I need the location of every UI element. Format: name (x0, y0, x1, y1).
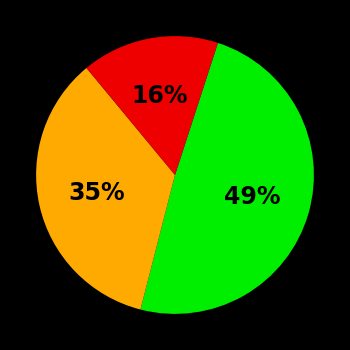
Wedge shape (140, 43, 314, 314)
Wedge shape (86, 36, 218, 175)
Text: 49%: 49% (224, 186, 281, 209)
Wedge shape (36, 68, 175, 309)
Text: 35%: 35% (68, 181, 125, 204)
Text: 16%: 16% (132, 84, 188, 108)
